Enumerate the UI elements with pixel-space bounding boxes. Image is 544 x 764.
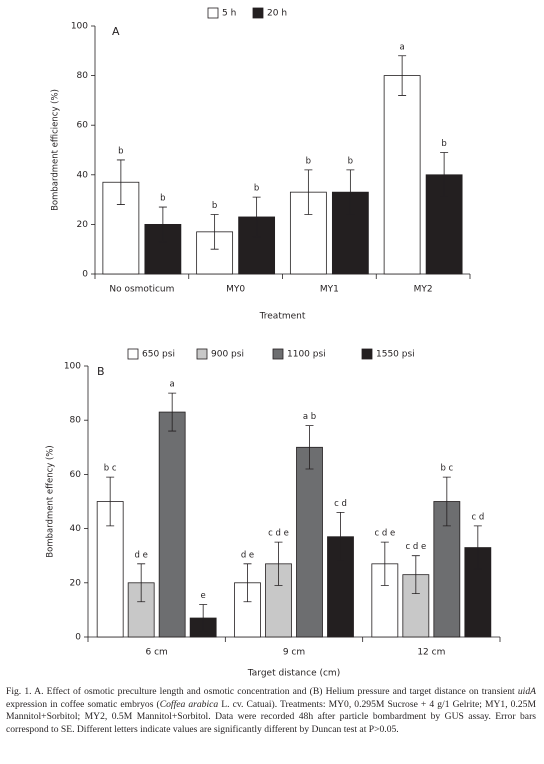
significance-label: b xyxy=(212,201,217,211)
y-tick-label: 20 xyxy=(70,578,82,588)
y-tick-label: 60 xyxy=(70,470,82,480)
error-bar xyxy=(158,206,167,243)
x-tick-label: MY0 xyxy=(226,285,245,295)
error-bar xyxy=(243,563,252,603)
significance-label: b xyxy=(254,184,259,194)
y-axis-title: Bombardment efficiency (%) xyxy=(51,89,61,211)
error-bar xyxy=(210,214,219,250)
legend-swatch xyxy=(361,348,373,360)
error-bar xyxy=(199,604,208,632)
error-bar xyxy=(168,392,177,432)
bar xyxy=(158,411,186,638)
x-tick-label: MY1 xyxy=(320,285,339,295)
bar xyxy=(296,446,323,638)
legend-label: 20 h xyxy=(267,9,287,19)
error-bar xyxy=(442,476,451,527)
y-tick-label: 80 xyxy=(77,71,89,81)
chart: 0 20 40 60 80 100 A Treatment Bombardment effici… xyxy=(46,7,501,679)
significance-label: b c xyxy=(440,464,453,474)
error-bar xyxy=(274,541,283,586)
error-bar xyxy=(380,541,389,586)
significance-label: b xyxy=(160,194,165,204)
y-tick-label: 100 xyxy=(64,362,81,372)
significance-label: b c xyxy=(104,464,117,474)
panel-label: B xyxy=(97,365,105,378)
error-bar xyxy=(346,169,355,215)
legend-swatch xyxy=(127,348,139,360)
significance-label: c d e xyxy=(374,529,395,539)
caption-italic: uidA xyxy=(517,686,536,697)
x-tick-label: No osmoticum xyxy=(109,285,174,295)
error-bar xyxy=(106,476,115,527)
error-bar xyxy=(304,169,313,215)
error-bar xyxy=(398,55,407,96)
error-bar xyxy=(473,525,482,570)
legend-label: 900 psi xyxy=(211,350,244,360)
significance-label: b xyxy=(118,146,123,156)
caption-text: Fig. 1. A. Effect of osmotic preculture … xyxy=(6,686,518,697)
legend-swatch xyxy=(272,348,284,360)
legend-swatch xyxy=(252,7,264,19)
y-tick-label: 0 xyxy=(75,633,81,643)
significance-label: b xyxy=(441,139,446,149)
panel-label: A xyxy=(112,25,120,38)
legend-swatch xyxy=(207,7,219,19)
caption: Fig. 1. A. Effect of osmotic preculture … xyxy=(6,686,536,736)
caption-text: expression in coffee somatic embryos ( xyxy=(6,698,160,710)
significance-label: d e xyxy=(135,550,148,560)
significance-label: c d xyxy=(334,499,347,509)
error-bar xyxy=(440,152,449,198)
error-bar xyxy=(411,555,420,595)
y-tick-label: 80 xyxy=(70,416,82,426)
significance-label: b xyxy=(306,156,311,166)
significance-label: c d e xyxy=(268,529,289,539)
x-tick-label: 6 cm xyxy=(146,648,168,658)
y-axis-title: Bombardment effency (%) xyxy=(46,445,56,557)
significance-label: d e xyxy=(241,550,254,560)
x-axis-title: Target distance (cm) xyxy=(247,669,340,679)
caption-italic: Coffea arabica xyxy=(159,698,219,710)
significance-label: e xyxy=(201,591,206,601)
y-tick-label: 40 xyxy=(70,524,82,534)
legend-label: 1100 psi xyxy=(287,350,326,360)
significance-label: a xyxy=(400,42,405,52)
significance-label: c d xyxy=(471,512,484,522)
legend-label: 5 h xyxy=(222,9,236,19)
error-bar xyxy=(305,425,314,470)
bar xyxy=(383,75,421,275)
x-axis-title: Treatment xyxy=(259,312,306,322)
error-bar xyxy=(116,159,125,205)
significance-label: b xyxy=(348,156,353,166)
error-bar xyxy=(336,511,345,562)
error-bar xyxy=(252,196,261,238)
x-tick-label: MY2 xyxy=(414,285,433,295)
x-tick-label: 12 cm xyxy=(417,648,445,658)
y-tick-label: 60 xyxy=(77,121,89,131)
legend-label: 1550 psi xyxy=(376,350,415,360)
error-bar xyxy=(137,563,146,603)
legend-swatch xyxy=(196,348,208,360)
legend-label: 650 psi xyxy=(142,350,175,360)
y-tick-label: 20 xyxy=(77,220,89,230)
y-tick-label: 0 xyxy=(82,270,88,280)
y-tick-label: 40 xyxy=(77,170,89,180)
significance-label: c d e xyxy=(405,542,426,552)
x-tick-label: 9 cm xyxy=(283,648,305,658)
caption-text: L. cv. Catuai). Treatments: MY0, 0.295M … xyxy=(6,698,536,735)
significance-label: a xyxy=(170,380,175,390)
significance-label: a b xyxy=(303,412,316,422)
y-tick-label: 100 xyxy=(71,22,88,32)
